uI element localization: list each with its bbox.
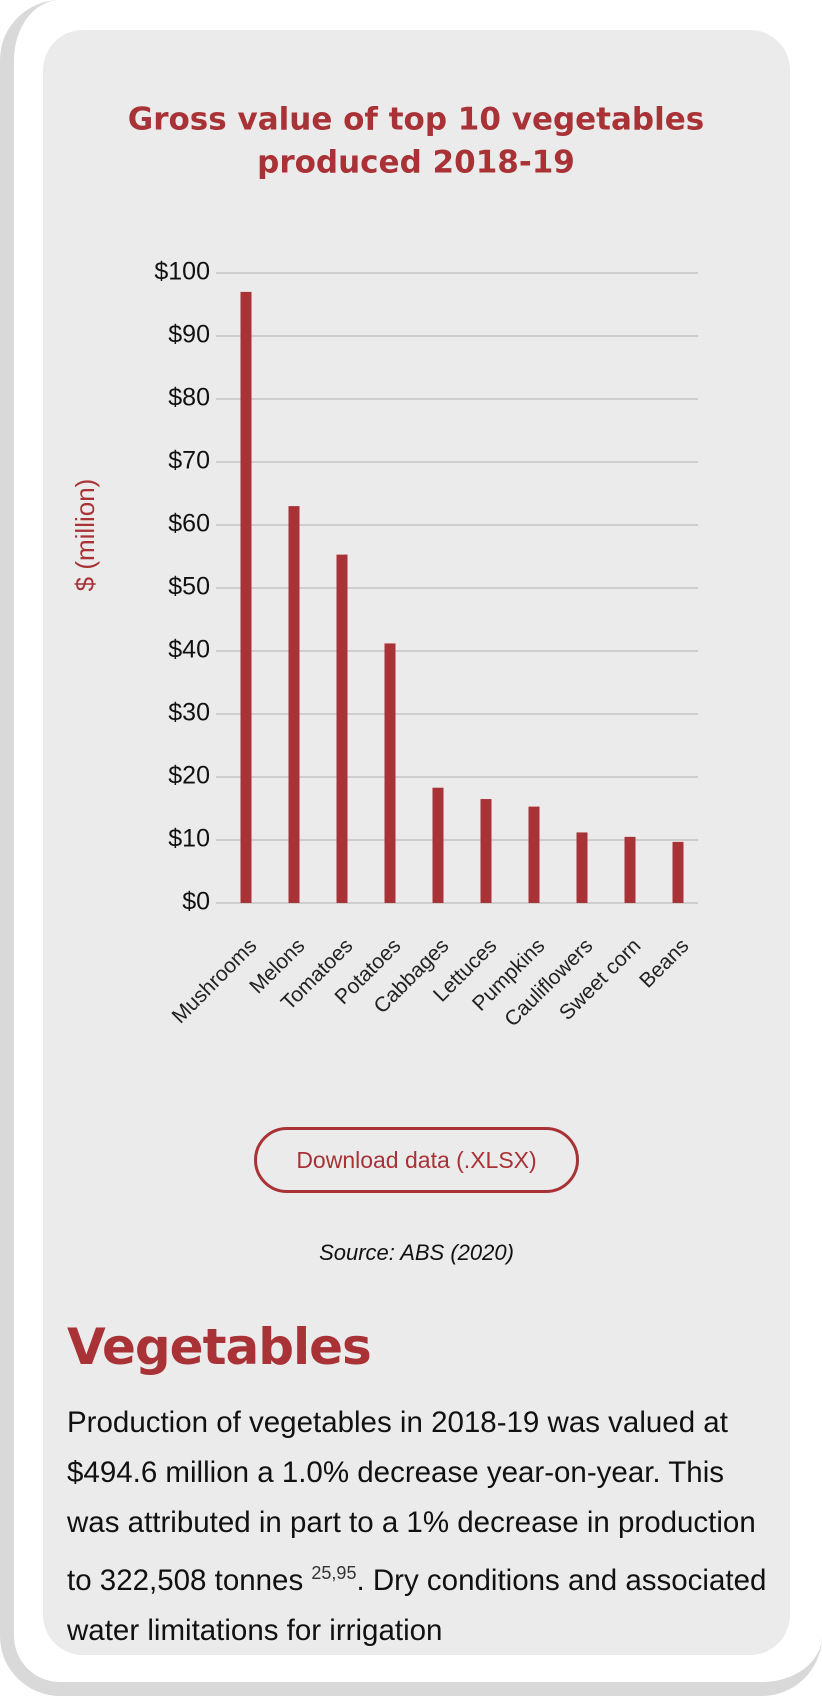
bar bbox=[384, 643, 396, 903]
chart-title: Gross value of top 10 vegetables bbox=[128, 102, 704, 138]
citation: 25,95 bbox=[311, 1563, 357, 1583]
bar bbox=[672, 841, 684, 903]
bar bbox=[432, 787, 444, 903]
x-tick-label: Beans bbox=[635, 934, 693, 992]
source-note: Source: ABS (2020) bbox=[319, 1240, 514, 1265]
chart-title: produced 2018-19 bbox=[257, 145, 575, 181]
y-tick-label: $10 bbox=[168, 825, 210, 853]
bar bbox=[240, 291, 252, 903]
y-tick-label: $60 bbox=[168, 510, 210, 538]
bar bbox=[336, 554, 348, 903]
y-tick-label: $80 bbox=[168, 384, 210, 412]
y-tick-label: $30 bbox=[168, 699, 210, 727]
chart: Gross value of top 10 vegetables produce… bbox=[70, 102, 704, 1032]
y-tick-label: $90 bbox=[168, 321, 210, 349]
y-tick-label: $100 bbox=[154, 258, 210, 286]
y-tick-label: $20 bbox=[168, 762, 210, 790]
y-tick-label: $50 bbox=[168, 573, 210, 601]
paragraph-text: Production of vegetables in 2018-19 was … bbox=[67, 1406, 756, 1597]
download-button[interactable]: Download data (.XLSX) bbox=[254, 1127, 579, 1193]
y-tick-label: $0 bbox=[182, 888, 210, 916]
section-paragraph: Production of vegetables in 2018-19 was … bbox=[67, 1398, 777, 1655]
y-tick-label: $70 bbox=[168, 447, 210, 475]
bar bbox=[480, 799, 492, 903]
paragraph-text: . Dry conditions and associated water li… bbox=[67, 1563, 767, 1647]
section-heading: Vegetables bbox=[67, 1318, 372, 1376]
bar bbox=[624, 836, 636, 903]
bar bbox=[576, 832, 588, 903]
y-axis-label: $ (million) bbox=[70, 479, 100, 592]
content-panel: Gross value of top 10 vegetables produce… bbox=[43, 30, 790, 1655]
bar bbox=[528, 806, 540, 903]
y-tick-label: $40 bbox=[168, 636, 210, 664]
bar bbox=[288, 506, 300, 903]
